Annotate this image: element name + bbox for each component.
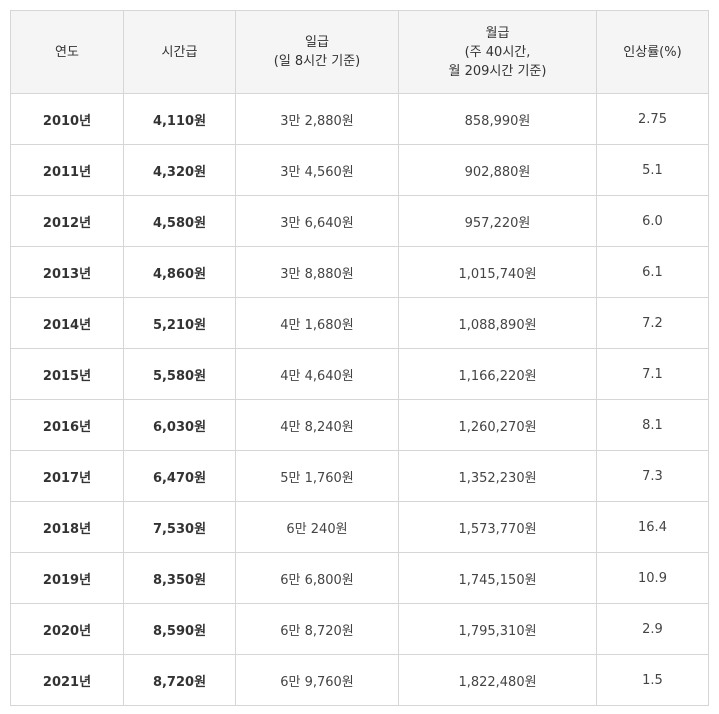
cell-daily: 4만 1,680원 <box>235 297 399 349</box>
table-row: 2012년 4,580원 3만 6,640원 957,220원 6.0 <box>10 195 709 247</box>
cell-year: 2012년 <box>10 195 124 247</box>
cell-rate: 10.9 <box>596 552 709 604</box>
cell-year: 2018년 <box>10 501 124 553</box>
table-row: 2015년 5,580원 4만 4,640원 1,166,220원 7.1 <box>10 348 709 400</box>
cell-monthly: 902,880원 <box>398 144 597 196</box>
table-row: 2019년 8,350원 6만 6,800원 1,745,150원 10.9 <box>10 552 709 604</box>
header-row: 연도 시간급 일급 (일 8시간 기준) 월급 (주 40시간, 월 209시간… <box>10 10 709 94</box>
cell-monthly: 1,015,740원 <box>398 246 597 298</box>
cell-hourly: 4,580원 <box>123 195 236 247</box>
cell-daily: 4만 8,240원 <box>235 399 399 451</box>
cell-monthly: 1,795,310원 <box>398 603 597 655</box>
cell-monthly: 957,220원 <box>398 195 597 247</box>
cell-monthly: 1,745,150원 <box>398 552 597 604</box>
cell-hourly: 8,350원 <box>123 552 236 604</box>
cell-hourly: 6,030원 <box>123 399 236 451</box>
header-daily-line-2: (일 8시간 기준) <box>273 54 361 69</box>
cell-daily: 3만 4,560원 <box>235 144 399 196</box>
table-row: 2017년 6,470원 5만 1,760원 1,352,230원 7.3 <box>10 450 709 502</box>
cell-rate: 7.2 <box>596 297 709 349</box>
table-row: 2013년 4,860원 3만 8,880원 1,015,740원 6.1 <box>10 246 709 298</box>
cell-rate: 7.3 <box>596 450 709 502</box>
header-monthly-line-1: 월급 <box>485 25 510 41</box>
minimum-wage-table-container: 연도 시간급 일급 (일 8시간 기준) 월급 (주 40시간, 월 209시간… <box>10 10 709 706</box>
table-row: 2021년 8,720원 6만 9,760원 1,822,480원 1.5 <box>10 654 709 706</box>
cell-hourly: 8,590원 <box>123 603 236 655</box>
header-rate: 인상률(%) <box>596 10 709 94</box>
minimum-wage-table: 연도 시간급 일급 (일 8시간 기준) 월급 (주 40시간, 월 209시간… <box>10 10 709 706</box>
cell-monthly: 1,822,480원 <box>398 654 597 706</box>
cell-year: 2016년 <box>10 399 124 451</box>
cell-daily: 3만 2,880원 <box>235 93 399 145</box>
table-row: 2018년 7,530원 6만 240원 1,573,770원 16.4 <box>10 501 709 553</box>
cell-hourly: 6,470원 <box>123 450 236 502</box>
header-year: 연도 <box>10 10 124 94</box>
cell-hourly: 5,210원 <box>123 297 236 349</box>
cell-rate: 2.75 <box>596 93 709 145</box>
cell-rate: 16.4 <box>596 501 709 553</box>
table-row: 2011년 4,320원 3만 4,560원 902,880원 5.1 <box>10 144 709 196</box>
cell-year: 2019년 <box>10 552 124 604</box>
cell-hourly: 5,580원 <box>123 348 236 400</box>
cell-year: 2013년 <box>10 246 124 298</box>
cell-daily: 3만 6,640원 <box>235 195 399 247</box>
cell-rate: 8.1 <box>596 399 709 451</box>
cell-monthly: 1,573,770원 <box>398 501 597 553</box>
cell-daily: 6만 6,800원 <box>235 552 399 604</box>
cell-daily: 5만 1,760원 <box>235 450 399 502</box>
header-monthly-line-3: 월 209시간 기준) <box>448 63 547 79</box>
cell-hourly: 4,320원 <box>123 144 236 196</box>
cell-hourly: 4,860원 <box>123 246 236 298</box>
cell-rate: 6.0 <box>596 195 709 247</box>
cell-hourly: 8,720원 <box>123 654 236 706</box>
cell-year: 2011년 <box>10 144 124 196</box>
table-row: 2014년 5,210원 4만 1,680원 1,088,890원 7.2 <box>10 297 709 349</box>
table-row: 2010년 4,110원 3만 2,880원 858,990원 2.75 <box>10 93 709 145</box>
cell-year: 2014년 <box>10 297 124 349</box>
cell-rate: 2.9 <box>596 603 709 655</box>
header-daily-line-1: 일급 <box>305 35 329 50</box>
cell-monthly: 1,352,230원 <box>398 450 597 502</box>
cell-daily: 6만 8,720원 <box>235 603 399 655</box>
cell-hourly: 4,110원 <box>123 93 236 145</box>
cell-rate: 5.1 <box>596 144 709 196</box>
cell-hourly: 7,530원 <box>123 501 236 553</box>
cell-year: 2010년 <box>10 93 124 145</box>
cell-monthly: 1,260,270원 <box>398 399 597 451</box>
table-row: 2020년 8,590원 6만 8,720원 1,795,310원 2.9 <box>10 603 709 655</box>
cell-rate: 7.1 <box>596 348 709 400</box>
header-hourly: 시간급 <box>123 10 236 94</box>
table-row: 2016년 6,030원 4만 8,240원 1,260,270원 8.1 <box>10 399 709 451</box>
cell-daily: 6만 9,760원 <box>235 654 399 706</box>
cell-rate: 6.1 <box>596 246 709 298</box>
cell-daily: 6만 240원 <box>235 501 399 553</box>
cell-monthly: 858,990원 <box>398 93 597 145</box>
cell-year: 2015년 <box>10 348 124 400</box>
header-monthly-line-2: (주 40시간, <box>464 44 531 60</box>
table-body: 2010년 4,110원 3만 2,880원 858,990원 2.75 2011년 4,3… <box>10 93 709 706</box>
cell-year: 2021년 <box>10 654 124 706</box>
header-daily: 일급 (일 8시간 기준) <box>235 10 399 94</box>
cell-monthly: 1,166,220원 <box>398 348 597 400</box>
cell-daily: 3만 8,880원 <box>235 246 399 298</box>
header-monthly: 월급 (주 40시간, 월 209시간 기준) <box>398 10 597 94</box>
cell-daily: 4만 4,640원 <box>235 348 399 400</box>
cell-rate: 1.5 <box>596 654 709 706</box>
cell-year: 2017년 <box>10 450 124 502</box>
cell-monthly: 1,088,890원 <box>398 297 597 349</box>
table-header: 연도 시간급 일급 (일 8시간 기준) 월급 (주 40시간, 월 209시간… <box>10 10 709 94</box>
cell-year: 2020년 <box>10 603 124 655</box>
